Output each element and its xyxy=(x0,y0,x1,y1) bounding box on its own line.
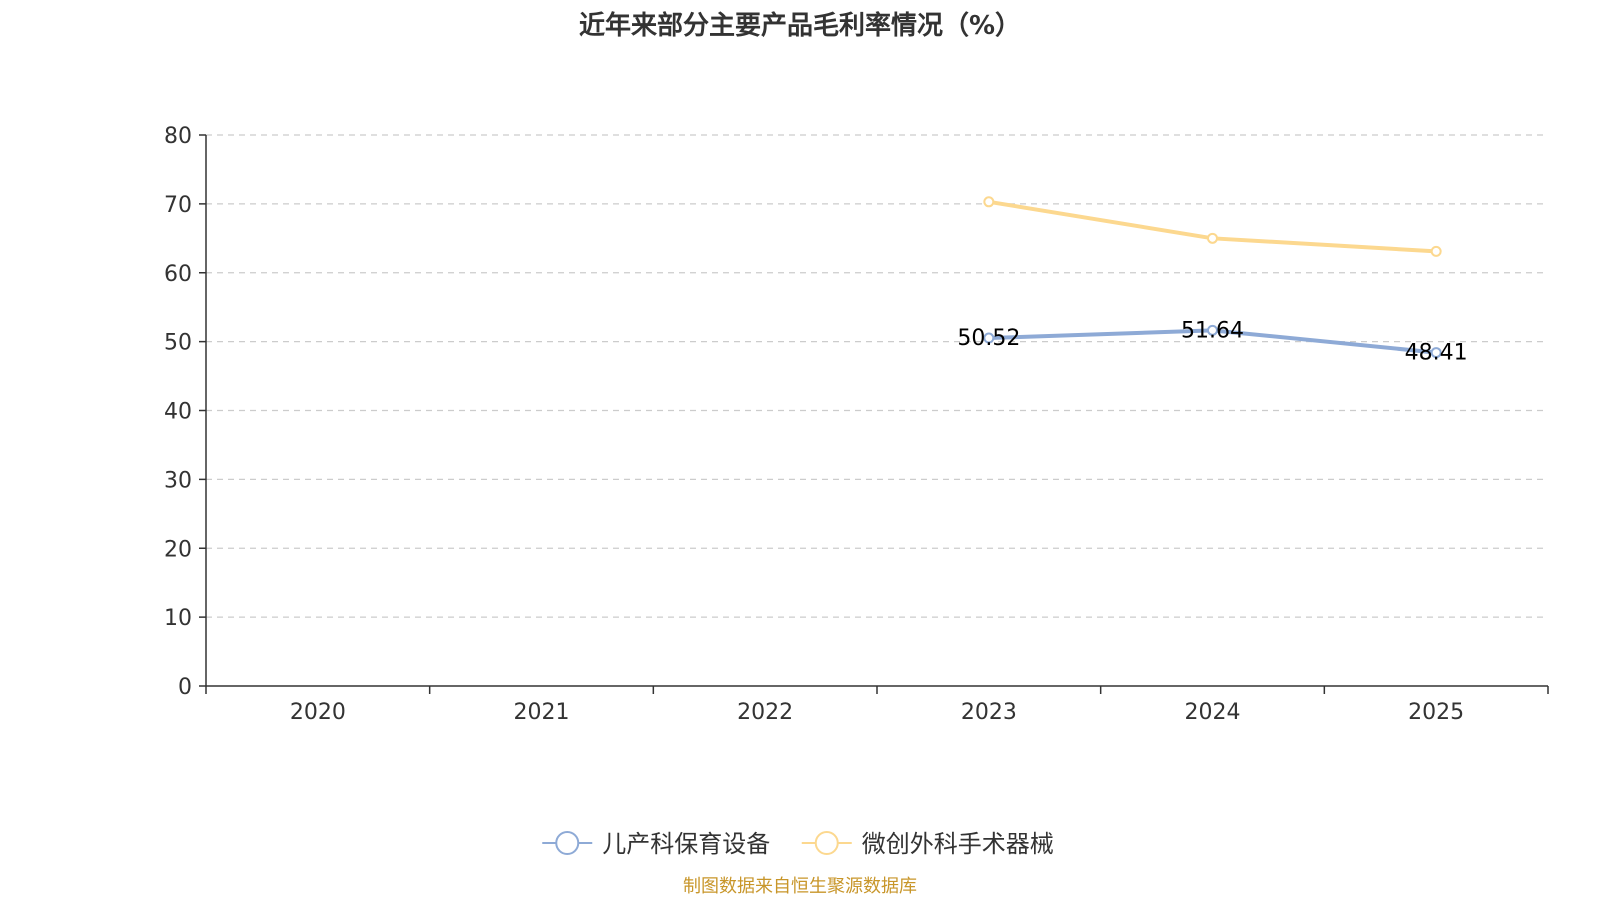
legend-label: 儿产科保育设备 xyxy=(602,830,770,858)
y-tick-label: 40 xyxy=(164,400,192,425)
y-tick-label: 30 xyxy=(164,468,192,493)
y-tick-label: 0 xyxy=(178,675,192,700)
legend-label: 微创外科手术器械 xyxy=(862,830,1054,858)
data-point xyxy=(983,196,995,208)
data-point xyxy=(1430,347,1442,359)
legend-item-1[interactable]: 微创外科手术器械 xyxy=(801,830,1054,858)
x-tick-label: 2021 xyxy=(514,700,570,725)
x-tick-label: 2025 xyxy=(1408,700,1464,725)
y-tick-label: 60 xyxy=(164,262,192,287)
y-tick-label: 50 xyxy=(164,331,192,356)
legend-circle-icon xyxy=(814,831,839,855)
axes: 0 10 20 30 40 50 60 70 80 2020 2021 2022 2023 2024 202… xyxy=(164,124,1549,725)
series-lines xyxy=(983,196,1442,359)
data-point xyxy=(983,332,995,344)
y-tick-label: 10 xyxy=(164,606,192,631)
data-point xyxy=(1207,324,1218,336)
series-line-1 xyxy=(986,199,1439,254)
y-tick-label: 70 xyxy=(164,193,192,218)
x-tick-label: 2022 xyxy=(737,700,793,725)
data-label: 48.41 xyxy=(1405,341,1468,366)
y-tick-label: 20 xyxy=(164,537,192,562)
data-labels: 50.52 51.64 48.41 xyxy=(957,318,1467,365)
legend-circle-icon xyxy=(555,831,580,855)
legend: 儿产科保育设备 微创外科手术器械 xyxy=(542,830,1054,858)
x-tick-label: 2023 xyxy=(961,700,1017,725)
chart-title: 近年来部分主要产品毛利率情况（%） xyxy=(579,10,1021,41)
source-note: 制图数据来自恒生聚源数据库 xyxy=(683,876,917,897)
grid-lines xyxy=(206,134,1548,618)
legend-item-0[interactable]: 儿产科保育设备 xyxy=(542,830,770,858)
data-label: 50.52 xyxy=(957,326,1020,351)
x-tick-label: 2020 xyxy=(290,700,346,725)
x-tick-label: 2024 xyxy=(1185,700,1241,725)
data-point xyxy=(1207,232,1218,244)
data-point xyxy=(1430,245,1442,257)
y-tick-label: 80 xyxy=(164,124,192,149)
data-label: 51.64 xyxy=(1181,318,1244,343)
